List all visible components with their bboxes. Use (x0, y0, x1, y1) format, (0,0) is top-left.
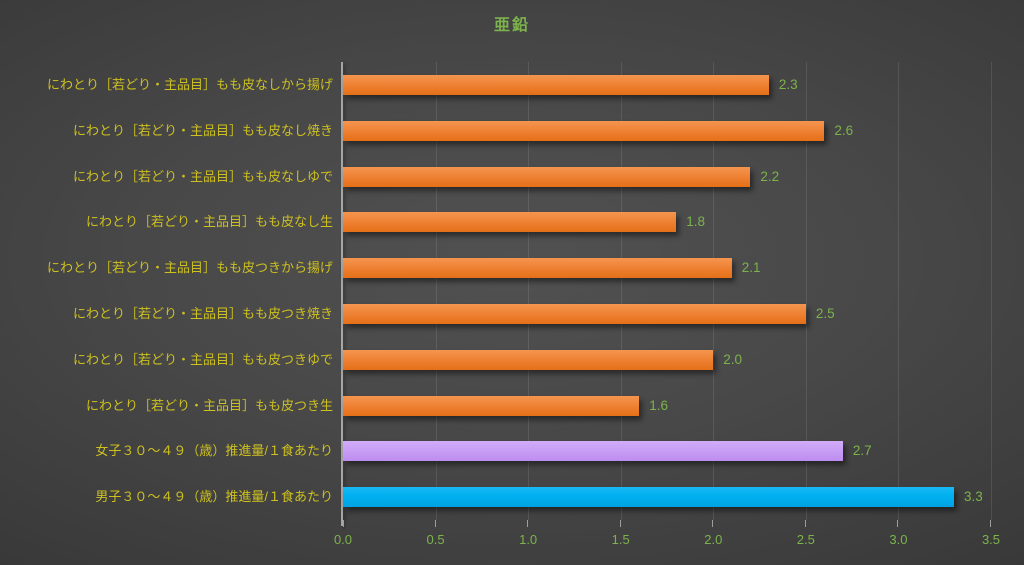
value-label: 2.1 (741, 260, 761, 276)
x-tick-label: 0.5 (426, 532, 445, 547)
x-axis-tick (434, 520, 436, 527)
category-label: にわとり［若どり・主品目］もも皮つきゆで (72, 351, 333, 367)
bar-orange (343, 395, 640, 416)
x-axis-tick (619, 520, 621, 527)
gridline (898, 62, 900, 520)
bar-blue (343, 487, 954, 508)
x-tick-label: 1.5 (611, 532, 630, 547)
gridline (805, 62, 807, 520)
x-tick-label: 2.5 (796, 532, 815, 547)
category-label: にわとり［若どり・主品目］もも皮なしゆで (72, 168, 333, 184)
category-label: にわとり［若どり・主品目］もも皮つきから揚げ (46, 260, 333, 276)
x-axis-tick (527, 520, 529, 527)
bar-orange (343, 212, 677, 233)
bar-orange (343, 258, 732, 279)
bar-purple (343, 441, 843, 462)
x-axis-tick (804, 520, 806, 527)
value-label: 1.8 (686, 214, 706, 230)
category-label: にわとり［若どり・主品目］もも皮なし生 (85, 214, 333, 230)
value-label: 2.3 (778, 77, 798, 92)
x-tick-label: 2.0 (704, 532, 723, 547)
value-label: 2.7 (852, 443, 872, 459)
gridline (620, 62, 622, 520)
gridline (713, 62, 715, 520)
category-label: にわとり［若どり・主品目］もも皮なし焼き (72, 122, 333, 138)
category-label: にわとり［若どり・主品目］もも皮つき生 (85, 397, 333, 413)
bar-orange (343, 349, 714, 370)
category-axis: にわとり［若どり・主品目］もも皮なしから揚げにわとり［若どり・主品目］もも皮なし… (0, 62, 333, 520)
x-axis-tick (897, 520, 899, 527)
category-label: にわとり［若どり・主品目］もも皮つき焼き (72, 306, 333, 321)
x-tick-label: 3.5 (981, 532, 1001, 547)
bar-orange (343, 74, 769, 95)
bar-orange (343, 166, 751, 187)
x-axis-tick (712, 520, 714, 527)
category-label: 女子３０～４９（歳）推進量/１食あたり (95, 443, 333, 459)
value-label: 2.0 (723, 351, 743, 367)
gridline (528, 62, 530, 520)
x-axis-tick (343, 520, 344, 527)
value-label: 2.6 (834, 122, 854, 138)
x-tick-label: 0.0 (333, 532, 353, 547)
x-axis-tick (990, 520, 991, 527)
y-axis-line (341, 62, 343, 526)
x-tick-label: 3.0 (889, 532, 908, 547)
plot-area: 0.0 0.5 1.0 1.5 2.0 2.5 3.0 3.5 2.3 2.6 2.2 1.8 2.1 2… (334, 62, 1000, 547)
gridline (435, 62, 437, 520)
value-label: 1.6 (649, 397, 668, 413)
category-label: 男子３０～４９（歳）推進量/１食あたり (95, 489, 333, 505)
gridline (991, 62, 992, 520)
value-label: 2.5 (815, 306, 835, 321)
chart-title: 亜鉛 (493, 17, 530, 34)
value-label: 3.3 (963, 489, 983, 505)
value-label: 2.2 (760, 168, 780, 184)
bar-orange (343, 120, 825, 141)
x-tick-label: 1.0 (519, 532, 538, 547)
category-label: にわとり［若どり・主品目］もも皮なしから揚げ (46, 77, 333, 92)
bar-orange (343, 303, 806, 324)
